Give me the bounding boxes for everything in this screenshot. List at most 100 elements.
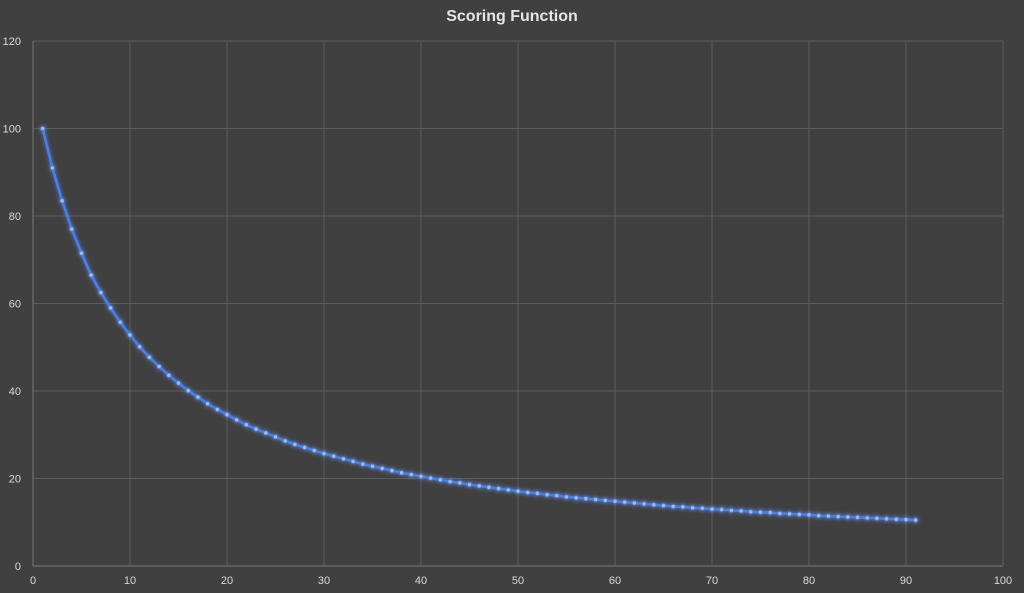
- data-point: [845, 514, 851, 520]
- data-point: [632, 500, 637, 506]
- data-point: [777, 511, 783, 516]
- data-point: [758, 509, 763, 515]
- data-point: [680, 504, 686, 510]
- data-point: [195, 394, 201, 400]
- data-point: [893, 516, 899, 522]
- data-point: [593, 497, 598, 502]
- x-tick-label: 100: [994, 575, 1012, 587]
- data-point: [787, 511, 792, 517]
- data-point: [826, 513, 831, 519]
- data-point: [137, 344, 142, 350]
- y-tick-label: 120: [3, 36, 21, 48]
- x-tick-label: 60: [609, 575, 621, 587]
- data-point: [147, 354, 152, 360]
- y-tick-label: 100: [3, 124, 21, 136]
- data-point: [118, 319, 123, 325]
- x-tick-label: 90: [900, 575, 912, 587]
- data-point: [913, 517, 919, 523]
- data-point: [525, 490, 531, 495]
- data-point: [282, 438, 288, 444]
- data-point: [370, 463, 375, 469]
- data-point: [166, 372, 172, 378]
- x-tick-label: 20: [221, 575, 233, 587]
- data-point: [88, 272, 94, 278]
- data-point: [244, 422, 249, 428]
- data-point: [50, 165, 55, 171]
- data-point: [467, 482, 472, 487]
- data-point: [767, 510, 773, 515]
- data-point: [447, 479, 453, 484]
- data-point: [583, 496, 589, 501]
- data-point: [321, 451, 327, 456]
- data-point: [302, 445, 307, 450]
- y-tick-label: 40: [9, 386, 21, 398]
- data-point: [234, 417, 239, 423]
- data-point: [205, 401, 210, 407]
- data-point: [535, 491, 540, 496]
- data-point: [903, 517, 909, 522]
- data-point: [515, 488, 521, 494]
- data-point: [350, 459, 356, 464]
- data-point: [341, 456, 346, 462]
- data-point: [253, 426, 259, 432]
- data-point: [573, 495, 579, 501]
- data-point: [399, 470, 404, 476]
- data-point: [670, 504, 676, 509]
- data-point: [156, 364, 162, 369]
- data-point: [602, 498, 608, 503]
- data-point: [476, 483, 482, 489]
- data-point: [185, 388, 191, 393]
- x-tick-label: 80: [803, 575, 815, 587]
- data-point: [273, 434, 278, 440]
- data-point: [360, 461, 366, 467]
- x-tick-label: 30: [318, 575, 330, 587]
- x-tick-label: 70: [706, 575, 718, 587]
- data-point: [389, 468, 395, 473]
- data-point: [651, 502, 657, 508]
- data-point: [612, 498, 618, 504]
- data-point: [864, 515, 870, 521]
- data-point: [79, 250, 84, 256]
- y-tick-label: 80: [9, 211, 21, 223]
- data-point: [564, 494, 569, 500]
- data-point: [622, 499, 628, 505]
- x-tick-label: 40: [415, 575, 427, 587]
- data-point: [127, 332, 133, 338]
- data-point: [418, 473, 424, 479]
- data-point: [729, 508, 734, 513]
- x-tick-label: 0: [30, 575, 36, 587]
- y-tick-label: 60: [9, 299, 21, 311]
- data-point: [816, 513, 822, 519]
- data-point: [486, 484, 492, 490]
- data-point: [331, 453, 337, 459]
- data-point: [835, 514, 841, 519]
- data-point: [874, 515, 880, 521]
- data-point: [408, 472, 414, 477]
- series-1: [40, 126, 919, 523]
- data-point: [40, 126, 46, 131]
- x-tick-label: 50: [512, 575, 524, 587]
- data-point: [108, 305, 113, 311]
- data-point: [709, 506, 715, 512]
- tick-labels: 0 20 40 60 80 100 120 0 10 20 30 40 50 60 70 80 90 100: [3, 36, 1013, 587]
- y-tick-label: 0: [15, 561, 21, 573]
- data-point: [292, 442, 298, 447]
- chart-title: Scoring Function: [446, 8, 578, 25]
- data-point: [690, 505, 695, 511]
- data-point: [641, 501, 647, 507]
- data-point: [796, 512, 802, 517]
- data-point: [806, 512, 812, 518]
- data-point: [176, 380, 181, 386]
- data-point: [738, 508, 744, 514]
- data-point: [699, 505, 705, 511]
- data-point: [457, 480, 463, 486]
- data-point: [438, 477, 443, 483]
- data-point: [661, 503, 666, 508]
- x-tick-label: 10: [124, 575, 136, 587]
- data-point: [748, 509, 754, 515]
- gridlines: [32, 40, 1004, 567]
- data-point: [69, 226, 75, 232]
- data-point: [719, 507, 725, 512]
